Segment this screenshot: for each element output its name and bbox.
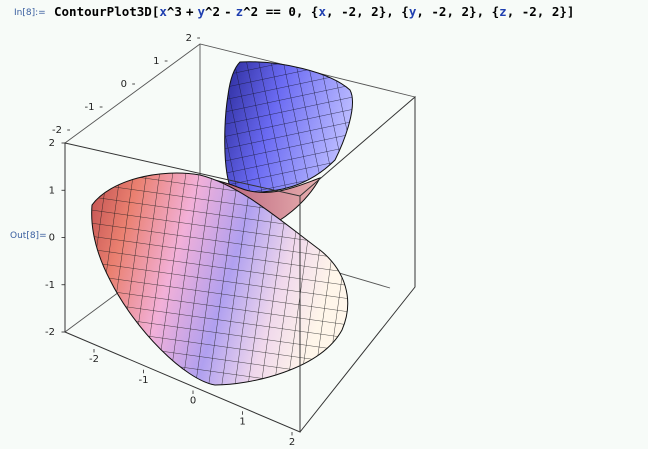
z-axis-tick-label: 1 xyxy=(49,185,55,196)
x-axis-tick-label: 1 xyxy=(239,416,245,427)
function-name: ContourPlot3D xyxy=(54,4,152,19)
iter-var-z: z xyxy=(499,4,507,19)
var-x: x xyxy=(159,4,167,19)
upper-surface-sheet xyxy=(224,61,353,193)
y-axis-tick-label: 2 xyxy=(186,33,192,44)
z-hi: 2}] xyxy=(551,4,575,19)
power-y: ^2 xyxy=(205,4,221,19)
z-lo: -2, xyxy=(521,4,545,19)
y-axis-tick-label: 0 xyxy=(121,79,127,90)
x-lo: -2, xyxy=(341,4,364,19)
iter-var-x: x xyxy=(318,4,326,19)
equal-op: == xyxy=(265,4,281,19)
x-hi: 2} xyxy=(371,4,387,19)
var-y: y xyxy=(197,4,206,19)
y-axis-tick-label: 1 xyxy=(153,56,159,67)
z-axis-tick-label: 2 xyxy=(49,138,55,149)
input-cell-label: In[8]:= xyxy=(14,8,46,18)
plot-box-front xyxy=(64,95,416,433)
x-axis-tick-label: 0 xyxy=(190,396,196,407)
y-axis-tick-label: -1 xyxy=(85,102,95,113)
var-z: z xyxy=(235,4,244,19)
lower-surface-sheet xyxy=(91,172,349,386)
minus-op: - xyxy=(224,4,232,19)
x-axis-tick-label: -2 xyxy=(89,354,99,365)
y-axis-tick-label: -2 xyxy=(52,125,62,136)
y-hi: 2} xyxy=(461,4,477,19)
power-z: ^2 xyxy=(243,4,259,19)
input-expression[interactable]: ContourPlot3D[x^3 + y^2- z^2 == 0, {x, -2, … xyxy=(54,4,575,19)
power-x: ^3 xyxy=(166,4,182,19)
plus-op: + xyxy=(185,4,194,19)
z-axis-tick-label: 0 xyxy=(49,233,55,244)
iter-var-y: y xyxy=(408,4,417,19)
axis-ticks xyxy=(61,37,293,436)
y-lo: -2, xyxy=(431,4,454,19)
output-cell-label: Out[8]= xyxy=(10,231,47,241)
z-axis-tick-label: -2 xyxy=(45,327,55,338)
x-axis-tick-label: 2 xyxy=(289,437,295,448)
z-axis-tick-label: -1 xyxy=(45,280,55,291)
zero-value: 0, xyxy=(288,4,304,19)
x-axis-tick-label: -1 xyxy=(139,375,149,386)
